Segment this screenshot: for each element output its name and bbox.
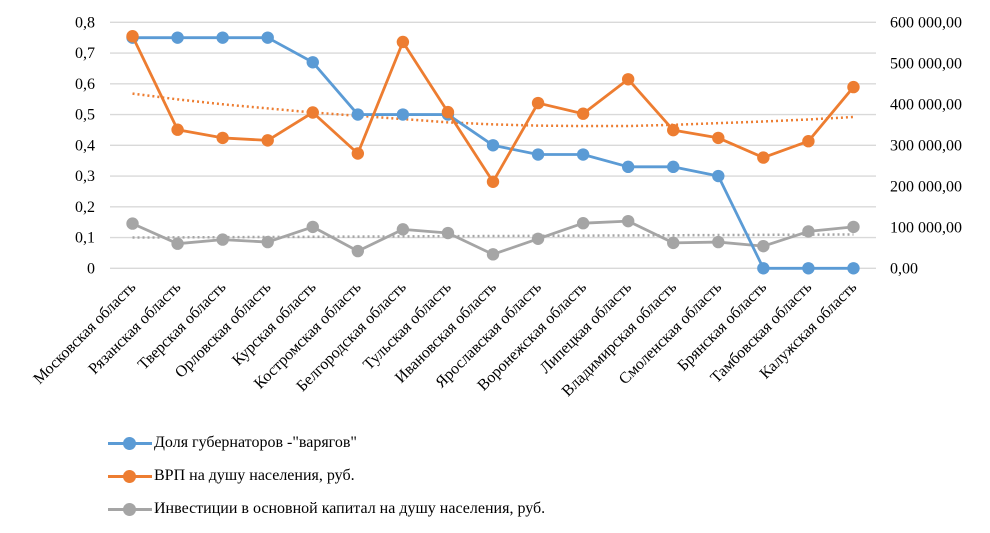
data-point[interactable]: [847, 262, 860, 275]
data-point[interactable]: [712, 169, 725, 183]
data-point[interactable]: [261, 235, 274, 249]
right-tick-label: 0,00: [890, 260, 918, 277]
left-tick-label: 0,8: [75, 14, 95, 31]
left-tick-label: 0,6: [75, 76, 95, 93]
data-point[interactable]: [621, 160, 635, 174]
data-point[interactable]: [261, 31, 274, 44]
right-axis-tick-labels: 0,00 100 000,00 200 000,00 300 000,00 400 00…: [890, 14, 962, 277]
data-point[interactable]: [712, 235, 725, 249]
data-point[interactable]: [306, 220, 319, 234]
series-lines: [126, 30, 860, 275]
data-point[interactable]: [531, 232, 545, 245]
data-point[interactable]: [576, 107, 590, 120]
data-point[interactable]: [171, 123, 184, 136]
right-tick-label: 300 000,00: [890, 137, 962, 154]
legend-label-grp: ВРП на душу населения, руб.: [154, 466, 355, 484]
category-label: Курская область: [229, 279, 319, 369]
trendline-series-2: [132, 233, 854, 239]
legend-label-governors: Доля губернаторов -"варягов": [154, 433, 357, 451]
left-tick-label: 0,3: [75, 168, 95, 185]
left-tick-label: 0,4: [75, 137, 95, 154]
data-point[interactable]: [216, 31, 229, 44]
series-line-0: [132, 36, 854, 270]
data-point[interactable]: [802, 262, 815, 275]
data-point[interactable]: [396, 223, 410, 236]
right-tick-label: 200 000,00: [890, 178, 962, 195]
legend-marker-investment: [108, 502, 152, 516]
data-point[interactable]: [621, 73, 635, 86]
trendline-series-1: [132, 92, 854, 128]
data-point[interactable]: [757, 151, 770, 164]
data-point[interactable]: [667, 123, 680, 137]
left-tick-label: 0,7: [75, 45, 95, 62]
series-1: [126, 30, 860, 188]
data-point[interactable]: [351, 108, 365, 121]
legend-marker-governors: [108, 436, 152, 450]
data-point[interactable]: [531, 96, 545, 110]
series-line-1: [131, 35, 855, 184]
data-point[interactable]: [576, 148, 590, 161]
right-tick-label: 500 000,00: [890, 55, 962, 72]
data-point[interactable]: [396, 35, 410, 49]
data-point[interactable]: [486, 248, 500, 261]
data-point[interactable]: [486, 139, 500, 152]
legend-item-investment[interactable]: Инвестиции в основной капитал на душу на…: [108, 492, 545, 525]
legend-label-investment: Инвестиции в основной капитал на душу на…: [154, 499, 546, 517]
trendlines: [132, 92, 854, 239]
legend: Доля губернаторов -"варягов" ВРП на душу…: [108, 426, 545, 525]
data-point[interactable]: [351, 147, 365, 160]
data-point[interactable]: [621, 214, 635, 228]
data-point[interactable]: [441, 226, 455, 240]
data-point[interactable]: [712, 131, 725, 145]
right-tick-label: 100 000,00: [890, 219, 962, 236]
data-point[interactable]: [486, 175, 500, 188]
left-axis-tick-labels: 0 0,1 0,2 0,3 0,4 0,5 0,6 0,7 0,8: [75, 14, 95, 277]
data-point[interactable]: [802, 135, 815, 148]
data-point[interactable]: [171, 237, 184, 250]
data-point[interactable]: [667, 160, 680, 174]
data-point[interactable]: [171, 31, 184, 44]
data-point[interactable]: [126, 30, 139, 43]
data-point[interactable]: [441, 105, 455, 119]
data-point[interactable]: [757, 239, 770, 253]
data-point[interactable]: [396, 108, 410, 121]
data-point[interactable]: [261, 134, 274, 147]
right-tick-label: 400 000,00: [890, 96, 962, 113]
right-tick-label: 600 000,00: [890, 14, 962, 31]
data-point[interactable]: [306, 106, 319, 119]
series-2: [126, 214, 860, 261]
data-point[interactable]: [126, 217, 139, 230]
series-0: [126, 31, 860, 275]
legend-item-governors[interactable]: Доля губернаторов -"варягов": [108, 426, 545, 459]
data-point[interactable]: [531, 148, 545, 161]
data-point[interactable]: [576, 217, 590, 230]
data-point[interactable]: [757, 262, 770, 275]
data-point[interactable]: [802, 225, 815, 238]
legend-marker-grp: [108, 469, 152, 483]
left-tick-label: 0: [87, 260, 95, 277]
data-point[interactable]: [216, 233, 229, 246]
data-point[interactable]: [306, 56, 319, 69]
data-point[interactable]: [847, 220, 860, 234]
left-tick-label: 0,5: [75, 107, 95, 124]
legend-item-grp[interactable]: ВРП на душу населения, руб.: [108, 459, 545, 492]
left-tick-label: 0,1: [75, 230, 95, 247]
left-tick-label: 0,2: [75, 199, 95, 216]
data-point[interactable]: [667, 236, 680, 250]
data-point[interactable]: [351, 244, 365, 258]
data-point[interactable]: [847, 80, 860, 94]
data-point[interactable]: [216, 131, 229, 145]
